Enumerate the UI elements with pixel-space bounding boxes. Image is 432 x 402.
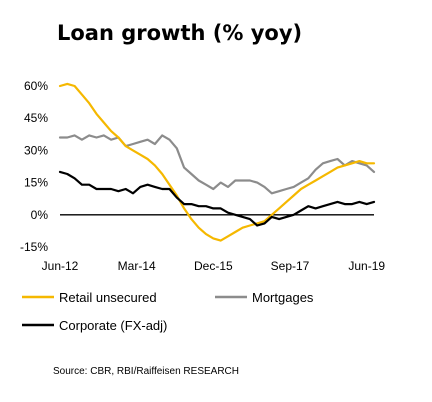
legend-label: Corporate (FX-adj): [59, 318, 167, 333]
y-tick-label: 45%: [24, 111, 48, 125]
legend-label: Mortgages: [252, 290, 314, 305]
y-tick-label: 60%: [24, 79, 48, 93]
source-note: Source: CBR, RBI/Raiffeisen RESEARCH: [53, 366, 239, 377]
y-tick-label: -15%: [20, 240, 48, 254]
x-tick-label: Dec-15: [194, 259, 233, 273]
x-tick-label: Jun-19: [348, 259, 385, 273]
axes: -15% 0% 15% 30% 45% 60% Jun-12 Mar-14 Dec-15 Sep-…: [20, 79, 385, 273]
y-tick-label: 0%: [31, 208, 49, 222]
series-line-mortgages: [58, 134, 376, 195]
series-lines: [58, 82, 376, 242]
series-line-corporate-fx-adj: [58, 170, 376, 227]
y-tick-label: 30%: [24, 143, 48, 157]
legend-item-retail-unsecured: Retail unsecured: [22, 290, 157, 305]
y-tick-label: 15%: [24, 176, 48, 190]
chart-title: Loan growth (% yoy): [57, 21, 302, 45]
x-tick-label: Jun-12: [42, 259, 79, 273]
legend: Retail unsecured Mortgages Corporate (FX-a…: [22, 290, 314, 333]
legend-item-mortgages: Mortgages: [215, 290, 314, 305]
series-line-retail-unsecured: [58, 82, 376, 242]
legend-item-corporate-fx-adj: Corporate (FX-adj): [22, 318, 167, 333]
x-tick-label: Mar-14: [118, 259, 156, 273]
x-tick-label: Sep-17: [271, 259, 310, 273]
legend-label: Retail unsecured: [59, 290, 157, 305]
